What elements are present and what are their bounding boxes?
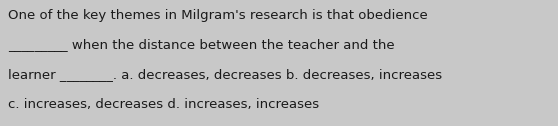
- Text: One of the key themes in Milgram's research is that obedience: One of the key themes in Milgram's resea…: [8, 9, 428, 22]
- Text: learner ________. a. decreases, decreases b. decreases, increases: learner ________. a. decreases, decrease…: [8, 68, 442, 81]
- Text: c. increases, decreases d. increases, increases: c. increases, decreases d. increases, in…: [8, 98, 320, 111]
- Text: _________ when the distance between the teacher and the: _________ when the distance between the …: [8, 38, 395, 51]
